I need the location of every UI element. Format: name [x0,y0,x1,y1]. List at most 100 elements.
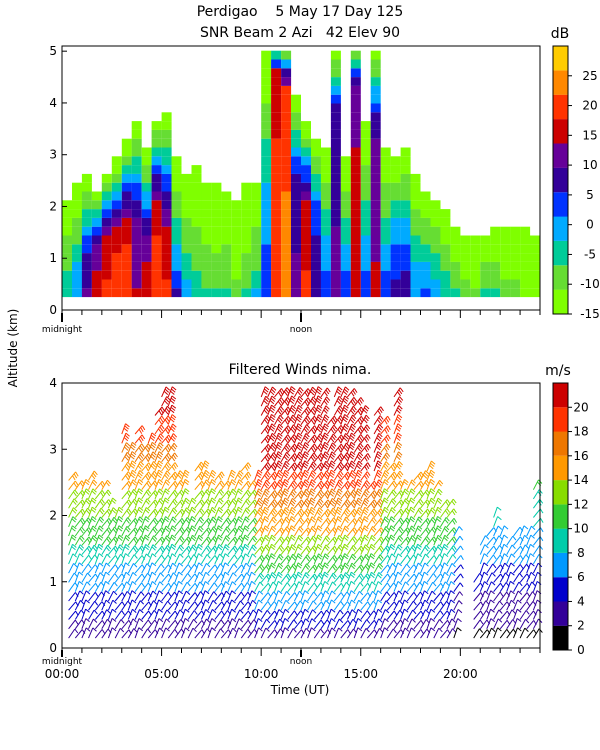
snr-cell [231,279,242,289]
wind-barb [533,536,544,546]
snr-cell [450,270,461,280]
wind-barb [373,469,383,481]
wind-barb [353,469,363,481]
snr-cell [161,191,172,201]
wind-barb [340,414,349,425]
snr-cell [191,235,202,245]
snr-cell [231,209,242,218]
wind-barb [187,516,197,527]
snr-cell [330,85,341,95]
wind-barb [260,395,270,407]
wind-barb [254,488,263,500]
snr-cell [420,226,431,236]
snr-cell [380,209,391,218]
wind-barb [141,525,150,537]
snr-cell [72,191,82,201]
snr-cell [91,209,102,218]
snr-cell [410,182,421,192]
snr-cell [121,253,132,262]
snr-cell [291,121,301,130]
wind-barb [293,387,304,398]
snr-cell [480,261,491,271]
wind-barb [101,562,111,574]
wind-barb [400,479,409,490]
snr-cell [370,279,381,289]
wind-barb [327,460,336,472]
wind-barb [127,581,137,592]
snr-cell [400,270,411,280]
wind-barb [526,553,535,565]
wind-barb [373,406,384,416]
snr-cell [91,270,102,280]
wind-barb [380,591,391,602]
wind-barb [360,516,369,527]
wind-barb [214,610,225,620]
wind-barb [453,555,464,565]
wind-colorbar-swatch [553,383,568,408]
wind-barb [101,571,110,583]
wind-barb [174,580,183,592]
snr-cell [261,50,272,60]
snr-cell [131,121,142,130]
snr-cell [171,165,182,174]
snr-cell [121,182,132,192]
wind-barb [479,590,489,602]
snr-cell [340,261,351,271]
wind-barb [207,582,218,592]
wind-barb [333,535,343,546]
wind-barb [154,442,164,453]
snr-cell [261,68,272,78]
snr-cell [271,253,282,262]
snr-cell [390,279,401,289]
wind-barb [220,590,231,602]
wind-barb [300,488,310,500]
snr-cell [350,138,361,148]
snr-cell [211,253,222,262]
wind-barb [420,527,431,537]
wind-barb [220,517,232,528]
wind-barb [141,619,152,630]
wind-barb [333,506,343,518]
wind-barb [300,572,310,583]
snr-cell [350,244,361,254]
wind-barb [167,442,178,453]
snr-ytick-label: 5 [49,44,57,58]
wind-barb [353,434,365,444]
snr-cell [271,121,282,130]
wind-barb [274,479,284,490]
snr-cell [161,279,172,289]
wind-barb [260,516,270,527]
wind-barb [74,600,85,611]
wind-barb [333,488,343,500]
snr-cell [350,121,361,130]
wind-barb [254,478,263,490]
snr-cell [121,261,132,271]
wind-barb [293,442,303,453]
wind-barb [220,562,230,574]
wind-barb [121,451,131,463]
wind-barb [287,601,298,611]
snr-cell [231,217,242,227]
snr-cell [460,288,471,298]
wind-barb [313,525,323,537]
snr-cell [121,209,132,218]
snr-cell [430,235,441,245]
wind-barb [400,563,411,574]
wind-barb [287,619,298,630]
wind-barb [287,489,297,500]
wind-barb [274,432,283,444]
wind-xtick-label: 10:00 [244,667,279,681]
wind-barb [360,525,369,537]
wind-barb [181,627,190,639]
snr-cell [221,209,232,218]
snr-cell [320,270,331,280]
wind-barb [353,627,363,639]
wind-barb [247,535,258,546]
wind-barb [393,423,403,435]
wind-barb [333,470,344,481]
snr-cell [281,112,292,122]
wind-barb [433,525,442,537]
snr-cell [450,244,461,254]
snr-cell [390,182,401,192]
wind-barb [360,506,369,518]
